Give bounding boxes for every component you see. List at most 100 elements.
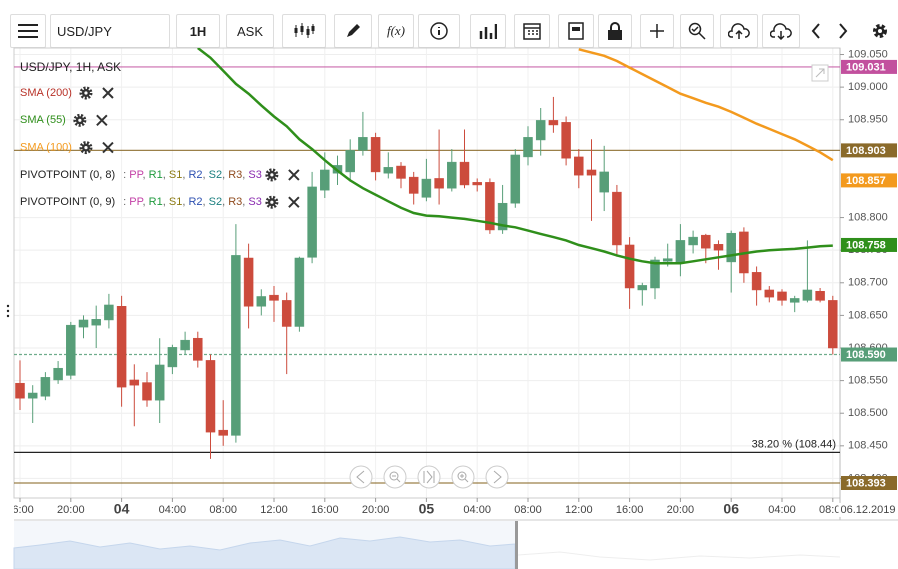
price-side-select[interactable]: ASK (226, 14, 274, 48)
candle-body (218, 429, 228, 436)
candle-body (383, 167, 394, 174)
back-button[interactable] (804, 14, 828, 48)
candle-body (205, 360, 216, 433)
pivot-level: S2 (209, 169, 222, 181)
lock-icon (608, 22, 622, 40)
candle-body (701, 234, 711, 249)
pivot-separator: , (143, 169, 149, 181)
price-side: ASK (236, 23, 263, 39)
draw-button[interactable] (334, 14, 372, 48)
candle-body (751, 272, 762, 291)
function-button[interactable]: f(x) (378, 14, 414, 48)
right-arrow (839, 23, 848, 39)
indicator-settings[interactable] (73, 113, 87, 127)
candle-body (612, 191, 622, 246)
crosshair-button[interactable] (640, 14, 674, 48)
chart-title: USD/JPY, 1H, ASK (20, 60, 121, 74)
symbol: USD/JPY (57, 23, 112, 39)
legend-entry: SMA (100) (20, 142, 72, 154)
gear-hole (78, 118, 82, 122)
cloud-up-icon (728, 23, 750, 39)
gear-icon (73, 113, 87, 127)
candle-body (142, 382, 152, 401)
candle-body (561, 122, 571, 159)
gear-icon (79, 141, 93, 155)
candle-body (574, 156, 584, 176)
gear-core (267, 198, 276, 207)
pivot-level: R1 (149, 169, 163, 181)
candle-body (78, 319, 89, 328)
forward-button[interactable] (830, 14, 856, 48)
candle-body (231, 255, 241, 436)
candle-body (421, 178, 432, 198)
pivot-name: PIVOTPOINT (0, 9) (20, 196, 115, 208)
indicator-settings[interactable] (79, 86, 93, 100)
x-tick-label: 08:00 (514, 504, 542, 516)
pivot-separator: , (222, 196, 228, 208)
gear-hole (84, 146, 88, 150)
price-tag (841, 173, 897, 188)
candle-body (154, 364, 165, 401)
info-button[interactable] (418, 14, 460, 48)
indicator-settings[interactable] (265, 168, 279, 182)
remove-icon[interactable] (96, 114, 108, 127)
y-tick-label: 108.600 (848, 342, 888, 354)
zoom-button[interactable] (680, 14, 714, 48)
candle-body (586, 169, 597, 176)
pivot-level: PP (129, 196, 143, 208)
gear-icon (873, 24, 887, 38)
calendar-button[interactable] (514, 14, 550, 48)
price-tag-label: 108.758 (846, 239, 886, 251)
pivot-level: S1 (169, 169, 182, 181)
candle-body (447, 161, 457, 189)
indicator-settings[interactable] (265, 195, 279, 209)
interval-select[interactable]: 1H (176, 14, 220, 48)
upload-button[interactable] (720, 14, 758, 48)
navigator[interactable] (349, 465, 509, 489)
candle-body (828, 300, 838, 349)
pivot-level: R3 (228, 196, 242, 208)
remove-icon[interactable] (288, 169, 300, 181)
symbol-select[interactable]: USD/JPY (50, 14, 170, 48)
calendar-icon (523, 23, 541, 40)
remove-icon[interactable] (288, 196, 300, 208)
candle-body (116, 306, 127, 388)
candle-body (777, 291, 787, 301)
maximize-icon[interactable] (811, 64, 829, 82)
menu-icon (18, 24, 38, 38)
candle-body (408, 176, 419, 194)
menu-button[interactable] (10, 14, 46, 48)
pivot-separator: , (242, 196, 248, 208)
pivot-level: S2 (209, 196, 222, 208)
remove-icon[interactable] (102, 87, 114, 99)
indicator-button[interactable] (470, 14, 506, 48)
template-button[interactable] (558, 14, 594, 48)
y-tick-label: 108.400 (848, 472, 888, 484)
gear-icon (265, 168, 279, 182)
side-handle[interactable] (6, 304, 10, 318)
download-button[interactable] (762, 14, 800, 48)
pivot-level: PP (129, 169, 143, 181)
y-tick-label: 108.650 (848, 309, 888, 321)
x-tick-label: 20:00 (667, 504, 695, 516)
chart-type-button[interactable] (282, 14, 326, 48)
price-tag (841, 237, 897, 252)
settings-button[interactable] (866, 14, 894, 48)
remove-icon[interactable] (102, 141, 114, 154)
indicator-settings[interactable] (79, 141, 93, 155)
cloud-down-icon (770, 23, 792, 40)
y-tick-label: 108.450 (848, 440, 888, 452)
candle-body (688, 236, 698, 246)
price-tag (841, 143, 897, 158)
candle-body (599, 171, 609, 193)
gear-core (81, 143, 90, 152)
pivot-entry: PIVOTPOINT (0, 8): PP, R1, S1, R2, S2, R… (20, 169, 262, 181)
interval: 1H (189, 23, 207, 39)
x-tick-label: 12:00 (565, 504, 593, 516)
x-tick-label: 04 (114, 501, 130, 517)
minimap[interactable] (13, 521, 841, 569)
sma-line (578, 48, 834, 162)
gear-core (267, 170, 276, 179)
lock-button[interactable] (598, 14, 632, 48)
